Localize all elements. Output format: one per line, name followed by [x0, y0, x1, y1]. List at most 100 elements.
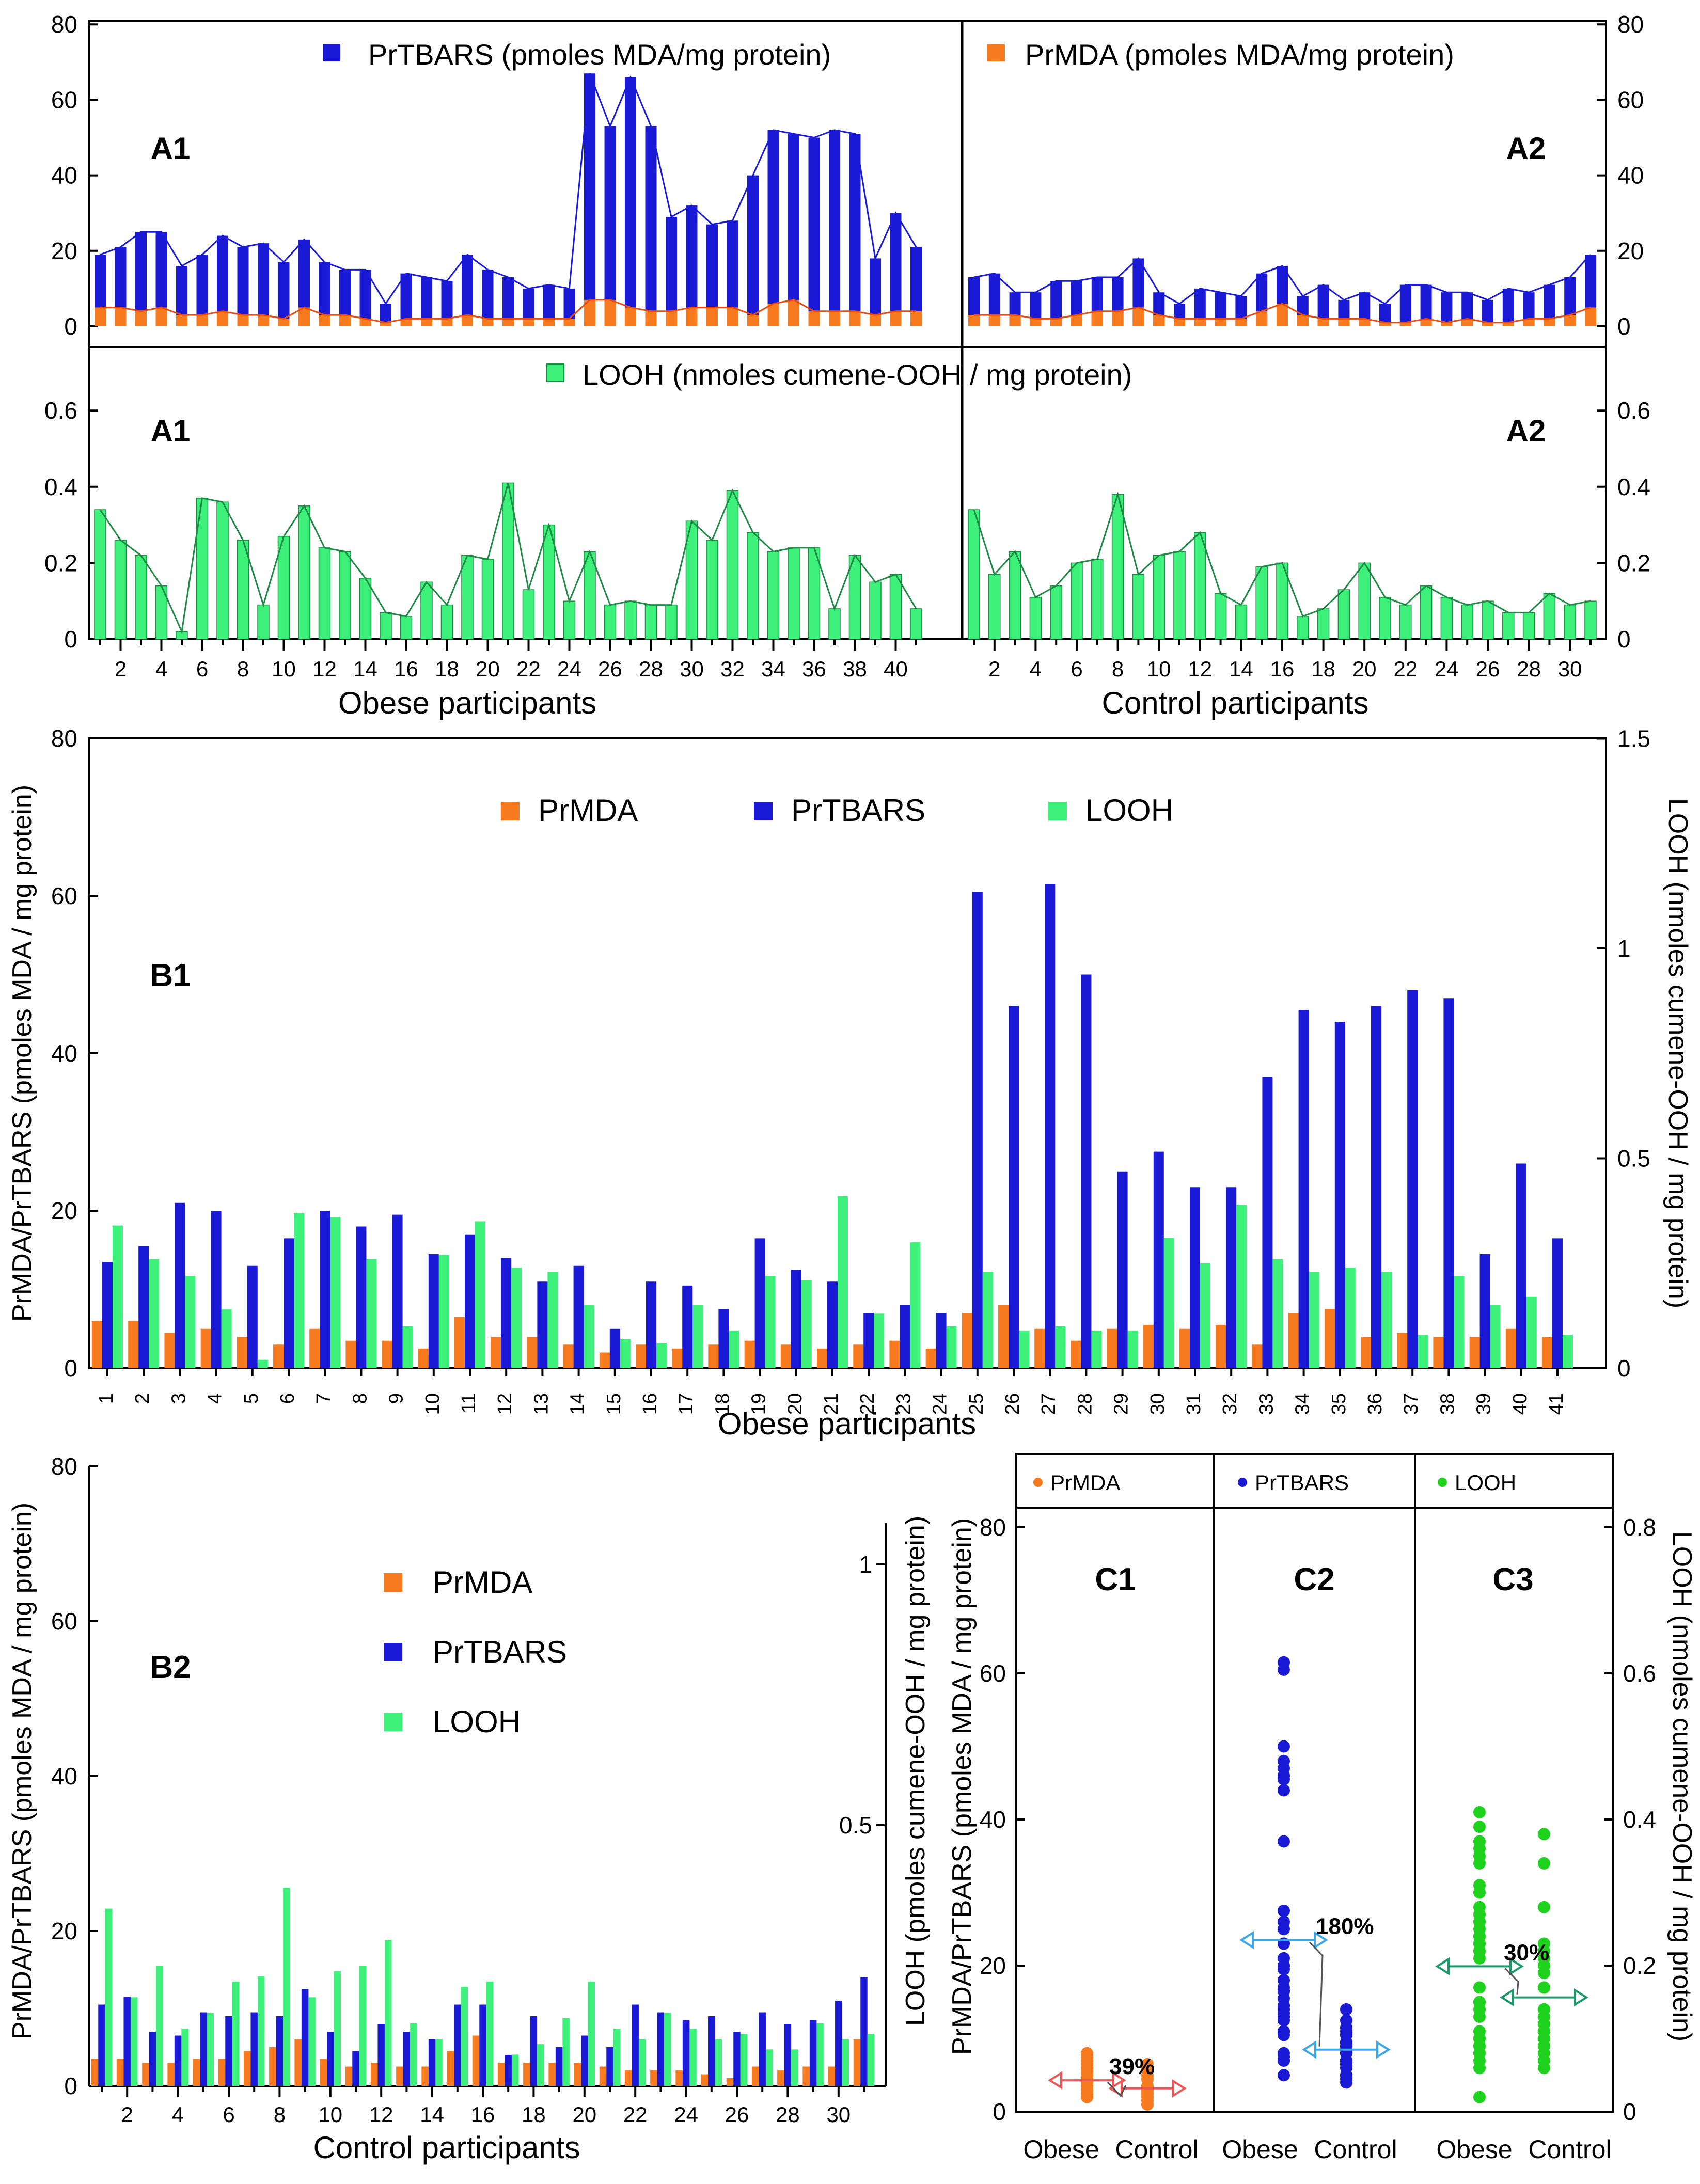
- y-tick-label-right: 1: [1617, 935, 1631, 962]
- bar-looh: [185, 1276, 196, 1368]
- x-tick-label: 22: [623, 2102, 648, 2127]
- y-axis-title-left: PrMDA/PrTBARS (pmoles MDA / mg protein): [7, 785, 37, 1322]
- x-tick-label: 33: [1255, 1393, 1277, 1415]
- bar-prmda: [829, 311, 840, 326]
- bar-prmda: [454, 1317, 465, 1368]
- line-prmda: [100, 299, 916, 324]
- dot-looh-control: [1538, 1967, 1550, 1980]
- x-tick-label: 10: [1147, 657, 1171, 681]
- bar-looh: [257, 1976, 265, 2086]
- bar-looh: [889, 574, 902, 640]
- bar-looh: [1526, 1296, 1537, 1368]
- y-tick-label-right: 1: [859, 1551, 872, 1578]
- x-tick-label: 6: [223, 2102, 234, 2127]
- bar-prmda: [269, 2047, 276, 2086]
- panel-c: 0 20 40 60 80 0 0.2 0.4 0.6 0.8 PrMDA/PrTBARS (pmo…: [947, 1453, 1697, 2164]
- bar-looh: [207, 2013, 214, 2086]
- bar-prmda: [91, 2059, 99, 2086]
- legend-marker-prtbars: [1238, 1478, 1247, 1487]
- bar-looh: [1502, 612, 1515, 640]
- x-group-label-obese: Obese: [1222, 2135, 1298, 2164]
- bar-looh: [221, 1309, 232, 1368]
- y-tick-label-left: 0.2: [44, 549, 77, 576]
- x-tick-label: 20: [784, 1393, 806, 1415]
- bar-prtbars: [870, 258, 881, 326]
- x-tick-label: 20: [572, 2102, 596, 2127]
- bar-prtbars: [1420, 284, 1432, 326]
- bar-prmda: [472, 2035, 480, 2086]
- bar-prmda: [115, 307, 127, 326]
- bar-looh: [359, 1966, 367, 2086]
- bar-prmda: [998, 1305, 1009, 1368]
- x-tick-label: 39: [1473, 1393, 1495, 1415]
- x-tick-label: 29: [1111, 1393, 1132, 1415]
- bar-looh: [1490, 1305, 1501, 1368]
- bar-prmda: [708, 1344, 719, 1368]
- bar-prtbars: [1544, 284, 1555, 326]
- x-tick-label: 30: [1558, 657, 1582, 681]
- bar-prmda: [1009, 315, 1021, 326]
- bar-prmda: [563, 319, 575, 326]
- bar-prmda: [196, 315, 208, 326]
- bar-looh: [729, 1330, 739, 1368]
- x-tick-label: 30: [1147, 1393, 1169, 1415]
- bar-looh: [765, 1276, 776, 1368]
- x-tick-label: 4: [204, 1393, 226, 1404]
- dot-looh-obese: [1473, 2091, 1486, 2103]
- bar-looh: [689, 2028, 697, 2086]
- x-tick-label: 12: [494, 1393, 516, 1415]
- bar-looh: [791, 2049, 798, 2086]
- bar-looh: [1055, 1326, 1066, 1368]
- y-tick-label-left: 60: [51, 1608, 77, 1635]
- bar-looh: [988, 574, 1001, 640]
- y-axis-title-right: LOOH (pmoles cumene-OOH / mg protein): [901, 1516, 931, 2026]
- bar-prmda: [1523, 319, 1535, 326]
- bar-looh: [982, 1272, 993, 1368]
- bar-looh: [511, 1267, 522, 1368]
- bar-looh: [547, 1272, 558, 1368]
- dot-prtbars-control: [1340, 2069, 1352, 2082]
- bar-looh: [1214, 593, 1227, 640]
- bar-looh: [318, 547, 331, 640]
- legend-marker-looh: [384, 1713, 402, 1731]
- bar-prtbars: [1379, 304, 1391, 326]
- bar-prmda: [1441, 322, 1453, 326]
- bar-looh: [114, 540, 127, 640]
- bar-prmda: [380, 322, 391, 326]
- bar-looh: [1563, 1334, 1573, 1368]
- bar-prmda: [1050, 319, 1062, 326]
- x-tick-label: 21: [821, 1393, 842, 1415]
- dot-looh-control: [1538, 1828, 1550, 1841]
- bar-looh: [130, 1997, 138, 2086]
- bar-prtbars: [1502, 288, 1514, 326]
- bar-looh: [1127, 1330, 1138, 1368]
- bar-looh: [113, 1225, 123, 1368]
- bar-looh: [765, 2049, 773, 2086]
- bar-prmda: [382, 1340, 392, 1368]
- legend-marker-looh: [1438, 1478, 1447, 1487]
- x-tick-label: 38: [843, 657, 867, 681]
- dot-looh-obese: [1473, 2011, 1486, 2023]
- bar-prtbars: [1317, 284, 1329, 326]
- y-axis-title-left: PrMDA/PrTBARS (pmoles MDA / mg protein): [7, 1502, 37, 2039]
- dot-prtbars-obese: [1278, 1656, 1290, 1669]
- x-tick-label: 2: [115, 657, 127, 681]
- bar-looh: [1522, 612, 1535, 640]
- bar-prtbars: [1226, 1187, 1237, 1368]
- y-tick-label-left: 60: [980, 1660, 1006, 1687]
- dot-looh-obese: [1473, 2062, 1486, 2075]
- panel-a: 0 0 20 20 40 40 60 60 80 80 0 0 0.2 0.2 0.4 0.4 0.6 0.6 Pr…: [44, 11, 1650, 720]
- y-tick-label-right: 0: [1617, 1355, 1631, 1382]
- x-tick-label: 9: [386, 1393, 407, 1404]
- dot-prtbars-control: [1340, 2014, 1352, 2027]
- legend-label-prmda: PrMDA: [538, 793, 638, 828]
- bar-looh: [968, 509, 980, 640]
- bar-looh: [562, 2018, 570, 2086]
- x-tick-label: 17: [675, 1393, 697, 1415]
- x-group-label-control: Control: [1528, 2135, 1611, 2164]
- bar-looh: [1317, 608, 1330, 640]
- bar-prmda: [1256, 311, 1268, 326]
- bar-prtbars: [403, 2032, 411, 2086]
- bar-prmda: [726, 2078, 734, 2086]
- bar-looh: [257, 604, 270, 640]
